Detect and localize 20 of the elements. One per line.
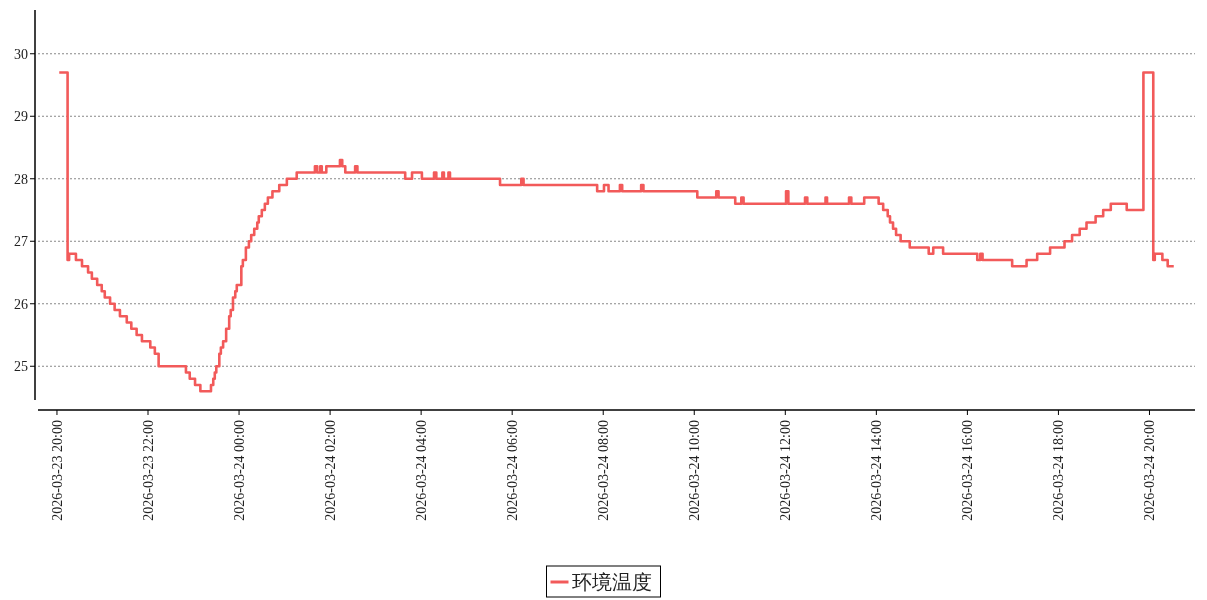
x-tick-label: 2026-03-24 10:00 [687,420,703,521]
x-tick-label: 2026-03-24 12:00 [778,420,794,521]
x-tick-label: 2026-03-24 06:00 [505,420,521,521]
x-tick-label: 2026-03-24 00:00 [232,420,248,521]
y-tick-label: 25 [14,359,28,375]
x-tick-label: 2026-03-24 08:00 [596,420,612,521]
x-tick-label: 2026-03-24 18:00 [1051,420,1067,521]
x-tick-label: 2026-03-24 16:00 [960,420,976,521]
legend-label: 环境温度 [571,571,652,593]
y-tick-label: 26 [14,296,28,312]
x-tick-label: 2026-03-23 22:00 [141,420,157,521]
x-tick-label: 2026-03-24 14:00 [869,420,885,521]
x-tick-label: 2026-03-24 20:00 [1142,420,1158,521]
x-tick-label: 2026-03-24 04:00 [414,420,430,521]
y-tick-label: 29 [14,109,28,125]
y-tick-label: 28 [14,171,28,187]
x-tick-label: 2026-03-24 02:00 [323,420,339,521]
y-tick-label: 30 [14,46,28,62]
y-tick-label: 27 [14,234,28,250]
x-tick-label: 2026-03-23 20:00 [49,420,65,521]
